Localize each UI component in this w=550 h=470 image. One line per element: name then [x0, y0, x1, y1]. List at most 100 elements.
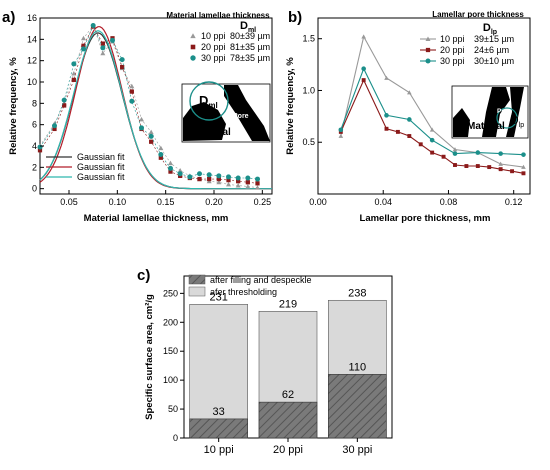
chart-b-ytick-label: 1.5 — [302, 34, 315, 44]
chart-a-ytick-label: 8 — [32, 98, 37, 108]
chart-a-fit-legend-label: Gaussian fit — [77, 172, 125, 182]
chart-a-ytick-label: 2 — [32, 162, 37, 172]
chart-c-ylabel: Specific surface area, cm²/g — [144, 294, 155, 420]
chart-c-xtick-label: 30 ppi — [342, 444, 372, 456]
chart-a-point — [216, 173, 222, 179]
chart-b-legend-marker — [425, 47, 431, 53]
panel-label-b: b) — [288, 9, 302, 26]
chart-a-point — [168, 160, 173, 166]
chart-a-legend: Material lamellae thickness Dml 10 ppi 80… — [166, 11, 270, 63]
chart-b-legend-name: 20 ppi — [440, 45, 465, 55]
chart-c-data-label: 33 — [213, 406, 225, 418]
chart-a-point — [81, 35, 86, 41]
chart-a-point — [52, 123, 57, 129]
panel-label-a: a) — [2, 9, 15, 26]
chart-a-legend-stat: 78±35 µm — [230, 53, 270, 63]
chart-a-point — [37, 144, 43, 150]
chart-a-point — [255, 181, 260, 186]
chart-a-point — [120, 64, 125, 70]
chart-b-point — [338, 127, 344, 133]
chart-b-point — [498, 161, 503, 166]
chart-a-ylabel: Relative frequency, % — [8, 57, 19, 155]
chart-a-legend-title: Material lamellae thickness — [166, 11, 270, 20]
chart-a-point — [235, 182, 241, 188]
chart-a-point — [168, 169, 173, 174]
chart-a-xtick-label: 0.20 — [205, 197, 223, 207]
chart-b-xlabel: Lamellar pore thickness, mm — [360, 213, 491, 224]
chart-a-point — [235, 175, 241, 181]
chart-c-ytick-label: 250 — [163, 288, 178, 298]
chart-b-point — [441, 154, 446, 159]
chart-b: 0.00 0.04 0.08 0.12 0.5 1.0 1.5 Lamellar pore … — [285, 10, 531, 224]
chart-a-point — [197, 171, 202, 177]
chart-c-bar-filled — [258, 401, 318, 439]
chart-a-legend-stat: 81±35 µm — [230, 42, 270, 52]
chart-b-legend-stat: 24±6 µm — [474, 45, 509, 55]
chart-b-inset-pore-label: Pore — [497, 108, 512, 115]
chart-c-bar-thresholding — [189, 304, 248, 439]
chart-b-legend-name: 30 ppi — [440, 56, 465, 66]
chart-b-point — [452, 147, 458, 152]
chart-a-ytick-label: 12 — [27, 56, 37, 66]
chart-a-point — [62, 103, 67, 108]
chart-a-point — [197, 176, 202, 182]
chart-b-inset-material-label: Material — [467, 121, 505, 132]
chart-b-inset-circle — [496, 107, 518, 129]
chart-a-point — [168, 165, 173, 171]
chart-c-ytick-label: 200 — [163, 317, 178, 327]
chart-a-point — [158, 152, 164, 158]
chart-a-point — [255, 185, 260, 190]
chart-a-point — [245, 175, 251, 181]
chart-c-legend-swatch — [188, 286, 206, 297]
chart-b-frame — [317, 17, 531, 195]
chart-a-xtick-label: 0.05 — [60, 197, 78, 207]
chart-b-point — [361, 66, 366, 72]
chart-b-point — [475, 150, 481, 155]
chart-b-point — [395, 129, 400, 134]
chart-a-point — [81, 46, 86, 52]
chart-c-bar-filled — [328, 374, 387, 439]
chart-a-point — [148, 129, 154, 135]
chart-a-xtick-label: 0.10 — [109, 197, 127, 207]
chart-b-legend-stat: 30±10 µm — [474, 56, 514, 66]
chart-a-point — [148, 133, 154, 139]
chart-b-legend-symbol: Dlp — [483, 22, 497, 36]
chart-a-legend-marker — [190, 33, 196, 39]
chart-a-point — [226, 181, 231, 187]
chart-a-point — [81, 43, 86, 48]
chart-a-point — [71, 61, 77, 67]
chart-b-point — [498, 151, 503, 156]
chart-a-ytick-label: 0 — [32, 184, 37, 194]
chart-a-gaussian-fit — [39, 30, 272, 190]
chart-b-point — [521, 171, 526, 176]
chart-a-point — [61, 97, 67, 103]
chart-a-legend-symbol: Dml — [240, 20, 256, 34]
chart-b-point — [430, 150, 435, 155]
chart-a: 0.05 0.10 0.15 0.20 0.25 0 2 4 6 8 10 12 14 16 Materi… — [8, 11, 273, 224]
chart-a-inset-lamella-shape — [224, 85, 270, 141]
chart-a-fit-legend-label: Gaussian fit — [77, 162, 125, 172]
chart-a-ytick-label: 16 — [27, 13, 37, 23]
chart-b-point — [521, 164, 526, 169]
chart-b-xtick-label: 0.08 — [440, 197, 458, 207]
chart-a-point — [158, 145, 164, 151]
chart-a-inset: Dml Material Pore — [181, 81, 271, 143]
chart-a-inset-pore-label: Pore — [233, 113, 249, 120]
chart-c-ytick-label: 100 — [163, 375, 178, 385]
chart-a-ytick-label: 4 — [32, 141, 37, 151]
chart-b-point — [361, 34, 366, 39]
chart-b-point — [487, 165, 492, 170]
chart-a-ytick-label: 14 — [27, 34, 37, 44]
chart-b-point — [407, 117, 412, 122]
chart-b-point — [418, 142, 423, 147]
chart-a-point — [119, 57, 125, 63]
chart-c-legend: after filling and despeckle afer threshol… — [188, 274, 312, 297]
chart-b-point — [510, 169, 515, 174]
chart-b-point — [384, 113, 389, 118]
chart-a-point — [226, 178, 231, 183]
chart-a-point — [129, 83, 135, 89]
chart-b-legend-marker — [425, 36, 431, 41]
chart-a-point — [100, 41, 105, 46]
chart-a-point — [129, 98, 135, 104]
chart-a-point — [226, 174, 231, 180]
